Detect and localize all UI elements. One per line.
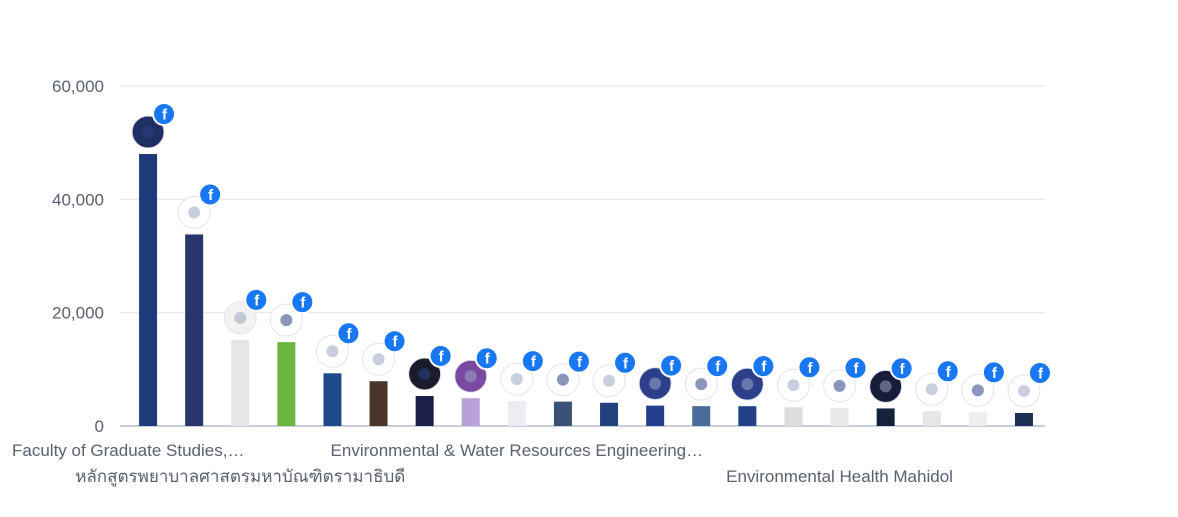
facebook-icon (935, 359, 960, 384)
page-logo-mark (787, 379, 800, 392)
y-tick-label: 0 (95, 417, 104, 436)
facebook-icon (613, 350, 638, 375)
facebook-icon (198, 182, 223, 207)
bar[interactable] (461, 398, 480, 426)
bar[interactable] (323, 373, 342, 426)
bar[interactable] (185, 234, 204, 426)
facebook-icon (705, 354, 730, 379)
facebook-icon-glyph: f (208, 187, 214, 204)
facebook-icon (428, 343, 453, 368)
page-logo-mark (418, 367, 431, 380)
facebook-icon (659, 353, 684, 378)
facebook-icon-glyph: f (807, 360, 813, 377)
facebook-icon (1027, 360, 1052, 385)
page-logo-mark (925, 383, 938, 396)
page-logo-mark (372, 353, 385, 366)
facebook-icon (244, 287, 269, 312)
facebook-icon-glyph: f (439, 348, 445, 365)
bar[interactable] (876, 408, 895, 426)
facebook-icon-glyph: f (761, 359, 767, 376)
bar[interactable] (553, 401, 572, 426)
facebook-icon-glyph: f (346, 326, 352, 343)
facebook-icon-glyph: f (900, 361, 906, 378)
x-category-label: Environmental Health Mahidol (726, 467, 953, 486)
x-category-label: Faculty of Graduate Studies,… (12, 441, 244, 460)
y-tick-label: 60,000 (52, 77, 104, 96)
page-logo-mark (556, 373, 569, 386)
facebook-icon-glyph: f (715, 359, 721, 376)
bar[interactable] (968, 412, 987, 426)
bar[interactable] (784, 407, 803, 426)
facebook-icon-glyph: f (577, 354, 583, 371)
bar[interactable] (646, 405, 665, 426)
facebook-icon-glyph: f (300, 295, 306, 312)
facebook-icon (382, 329, 407, 354)
page-logo-mark (879, 380, 892, 393)
facebook-icon-glyph: f (854, 360, 860, 377)
bar[interactable] (692, 406, 711, 426)
page-logo-mark (1017, 384, 1030, 397)
bar[interactable] (507, 401, 526, 426)
facebook-icon-glyph: f (1038, 365, 1044, 382)
facebook-icon (474, 346, 499, 371)
facebook-icon (797, 355, 822, 380)
page-logo-mark (234, 311, 247, 324)
facebook-icon (889, 356, 914, 381)
bar[interactable] (830, 407, 849, 426)
page-logo-mark (833, 379, 846, 392)
x-category-label: หลักสูตรพยาบาลศาสตรมหาบัณฑิตรามาธิบดี (75, 467, 405, 487)
y-tick-label: 40,000 (52, 190, 104, 209)
bar[interactable] (231, 339, 250, 426)
facebook-icon-glyph: f (992, 365, 998, 382)
facebook-icon (566, 349, 591, 374)
bar[interactable] (139, 154, 158, 426)
page-logo-mark (464, 370, 477, 383)
facebook-icon-glyph: f (623, 355, 629, 372)
page-logo-mark (741, 378, 754, 391)
y-tick-label: 20,000 (52, 304, 104, 323)
bar[interactable] (1014, 412, 1033, 426)
facebook-icon-glyph: f (669, 358, 675, 375)
facebook-icon-glyph: f (946, 364, 952, 381)
page-logo-mark (649, 377, 662, 390)
bar[interactable] (600, 402, 619, 426)
page-logo-mark (971, 384, 984, 397)
facebook-icon-glyph: f (393, 334, 399, 351)
facebook-icon (751, 354, 776, 379)
page-logo-mark (188, 206, 201, 219)
bar[interactable] (277, 342, 296, 426)
facebook-icon (981, 360, 1006, 385)
bar[interactable] (415, 395, 434, 426)
page-logo-mark (510, 373, 523, 386)
facebook-icon-glyph: f (531, 354, 537, 371)
bar[interactable] (922, 411, 941, 426)
facebook-icon-glyph: f (254, 292, 260, 309)
page-logo-mark (326, 345, 339, 358)
page-logo-mark (142, 126, 155, 138)
facebook-icon-glyph: f (162, 107, 168, 124)
page-logo-mark (603, 374, 616, 387)
page-logo-mark (280, 314, 293, 327)
facebook-icon (520, 349, 545, 374)
bar[interactable] (738, 406, 757, 426)
x-category-label: Environmental & Water Resources Engineer… (331, 441, 704, 460)
page-logo-mark (695, 378, 708, 391)
facebook-icon (290, 290, 315, 315)
facebook-icon (152, 102, 177, 126)
facebook-icon (336, 321, 361, 346)
bar[interactable] (369, 381, 388, 426)
facebook-icon-glyph: f (485, 351, 491, 368)
facebook-icon (843, 355, 868, 380)
